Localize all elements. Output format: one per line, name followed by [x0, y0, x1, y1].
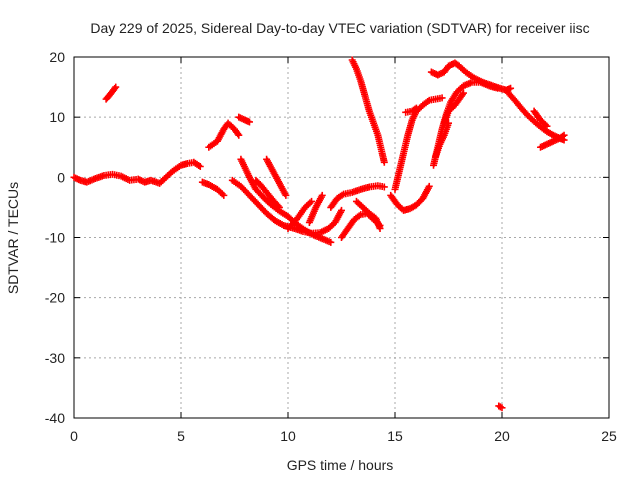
- data-point: [318, 191, 326, 199]
- data-series: [70, 56, 568, 412]
- series-track-early-high: [102, 83, 120, 103]
- y-tick-label: 20: [49, 49, 65, 65]
- data-point: [338, 206, 345, 214]
- grid-lines: [74, 57, 609, 418]
- data-point: [112, 83, 120, 91]
- x-tick-labels: 0 5 10 15 20 25: [70, 428, 617, 444]
- y-tick-label: -40: [45, 410, 65, 426]
- data-point: [235, 131, 243, 139]
- series-track-spike: [348, 56, 388, 166]
- data-point: [411, 105, 419, 113]
- x-tick-label: 20: [494, 428, 510, 444]
- series-track-baseline: [70, 158, 204, 187]
- data-point: [282, 191, 290, 199]
- data-point: [507, 84, 515, 92]
- x-tick-label: 10: [280, 428, 296, 444]
- y-tick-label: -30: [45, 350, 65, 366]
- axis-ticks: [73, 56, 610, 419]
- series-track-climb-b: [402, 104, 420, 116]
- data-point: [376, 224, 384, 232]
- y-axis-label: SDTVAR / TECUs: [5, 182, 21, 294]
- series-track-recovery: [387, 182, 433, 214]
- data-point: [380, 158, 388, 166]
- data-point: [308, 197, 316, 205]
- series-track-hump-b: [235, 113, 253, 126]
- series-track-descent-d: [263, 155, 290, 199]
- data-point: [559, 132, 567, 140]
- data-point: [458, 91, 466, 99]
- x-tick-label: 0: [70, 428, 78, 444]
- data-point: [234, 130, 242, 138]
- series-track-hump: [205, 119, 243, 151]
- series-track-mid-e: [352, 197, 384, 232]
- x-tick-label: 15: [387, 428, 403, 444]
- x-axis-label: GPS time / hours: [287, 457, 394, 473]
- series-track-outlier: [495, 402, 506, 412]
- series-track-peak: [427, 59, 515, 94]
- data-point: [327, 238, 335, 246]
- series-track-tail-c: [537, 131, 568, 151]
- data-point: [111, 84, 119, 92]
- y-tick-labels: -40 -30 -20 -10 0 10 20: [45, 49, 65, 426]
- data-point: [220, 191, 228, 199]
- y-tick-label: -20: [45, 290, 65, 306]
- y-tick-label: -10: [45, 230, 65, 246]
- data-point: [412, 104, 420, 112]
- series-track-climb-e: [440, 89, 467, 127]
- series-track-climb-d: [432, 119, 452, 160]
- data-point: [275, 203, 283, 211]
- series-track-mid-a: [284, 197, 316, 232]
- x-tick-label: 25: [601, 428, 617, 444]
- data-point: [496, 403, 504, 411]
- x-tick-label: 5: [177, 428, 185, 444]
- series-track-mid-b: [305, 191, 326, 226]
- data-point: [543, 122, 551, 130]
- data-point: [438, 94, 446, 102]
- chart-title: Day 229 of 2025, Sidereal Day-to-day VTE…: [90, 20, 589, 36]
- data-point: [459, 89, 467, 97]
- series-track-tail-b: [530, 107, 551, 130]
- series-track-dip-a: [198, 178, 228, 199]
- series-track-mid-c: [327, 182, 388, 211]
- series-track-descent-c: [252, 176, 283, 211]
- data-point: [196, 163, 204, 171]
- data-point: [274, 202, 282, 210]
- data-point: [560, 131, 568, 139]
- series-track-climb-a: [391, 94, 446, 193]
- y-tick-label: 0: [57, 169, 65, 185]
- series-track-tail: [504, 89, 568, 144]
- series-track-climb-c: [430, 78, 502, 169]
- data-point: [380, 183, 388, 191]
- data-point: [425, 182, 433, 190]
- y-tick-label: 10: [49, 109, 65, 125]
- data-point: [498, 404, 506, 412]
- data-point: [245, 118, 253, 126]
